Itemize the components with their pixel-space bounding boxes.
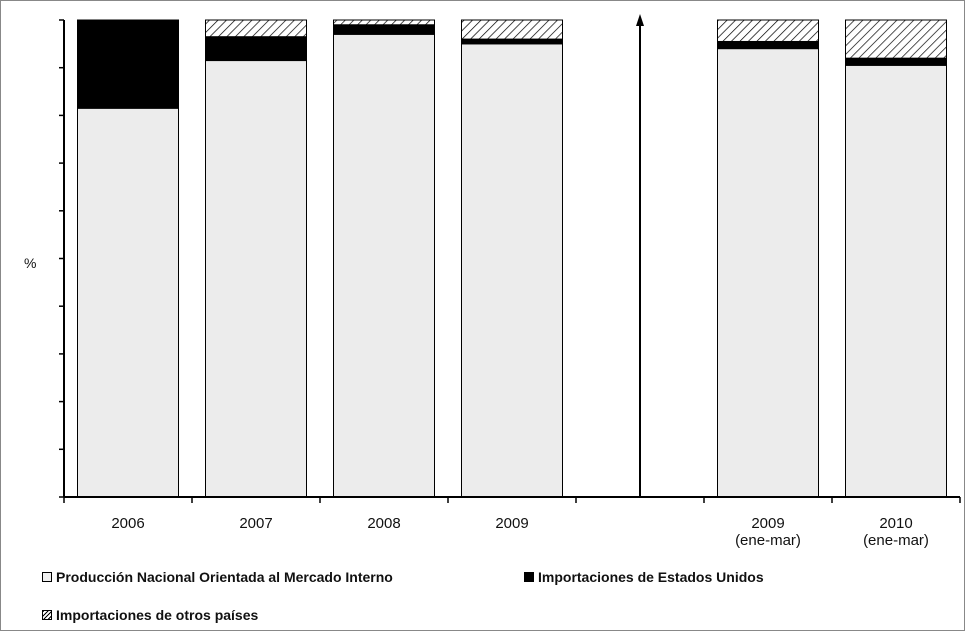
- bar-segment-otr-6: [846, 20, 947, 58]
- bar-segment-usa-3: [462, 39, 563, 44]
- legend-swatch-estados-unidos: [524, 572, 534, 582]
- legend-swatch-nacional: [42, 572, 52, 582]
- bar-segment-nac-0: [78, 108, 179, 497]
- bar-segment-usa-6: [846, 58, 947, 65]
- bars-layer: [78, 20, 947, 497]
- bar-segment-nac-6: [846, 65, 947, 497]
- x-tick-label-3-0: 2009: [495, 515, 528, 532]
- bar-segment-otr-3: [462, 20, 563, 39]
- bar-segment-usa-5: [718, 41, 819, 48]
- bar-segment-usa-1: [206, 37, 307, 61]
- x-tick-label-1-0: 2007: [239, 515, 272, 532]
- x-tick-label-6-1: (ene-mar): [863, 532, 929, 549]
- bar-segment-nac-3: [462, 44, 563, 497]
- x-tick-label-2-0: 2008: [367, 515, 400, 532]
- legend-label-otros-paises: Importaciones de otros países: [56, 607, 258, 623]
- bar-segment-otr-1: [206, 20, 307, 37]
- legend-item-otros-paises: Importaciones de otros países: [42, 607, 258, 623]
- x-tick-label-6-0: 2010: [879, 515, 912, 532]
- x-tick-label-5-0: 2009: [751, 515, 784, 532]
- y-axis-label: %: [24, 255, 36, 271]
- legend-label-estados-unidos: Importaciones de Estados Unidos: [538, 569, 764, 585]
- bar-segment-usa-0: [78, 20, 179, 108]
- bar-segment-nac-1: [206, 61, 307, 497]
- x-tick-label-0-0: 2006: [111, 515, 144, 532]
- bar-segment-nac-2: [334, 34, 435, 497]
- legend-swatch-otros-paises: [42, 610, 52, 620]
- legend-item-nacional: Producción Nacional Orientada al Mercado…: [42, 569, 393, 585]
- legend-label-nacional: Producción Nacional Orientada al Mercado…: [56, 569, 393, 585]
- bar-segment-usa-2: [334, 25, 435, 35]
- bar-segment-nac-5: [718, 49, 819, 497]
- bar-segment-otr-5: [718, 20, 819, 41]
- x-tick-label-5-1: (ene-mar): [735, 532, 801, 549]
- legend-item-estados-unidos: Importaciones de Estados Unidos: [524, 569, 764, 585]
- bar-segment-otr-2: [334, 20, 435, 25]
